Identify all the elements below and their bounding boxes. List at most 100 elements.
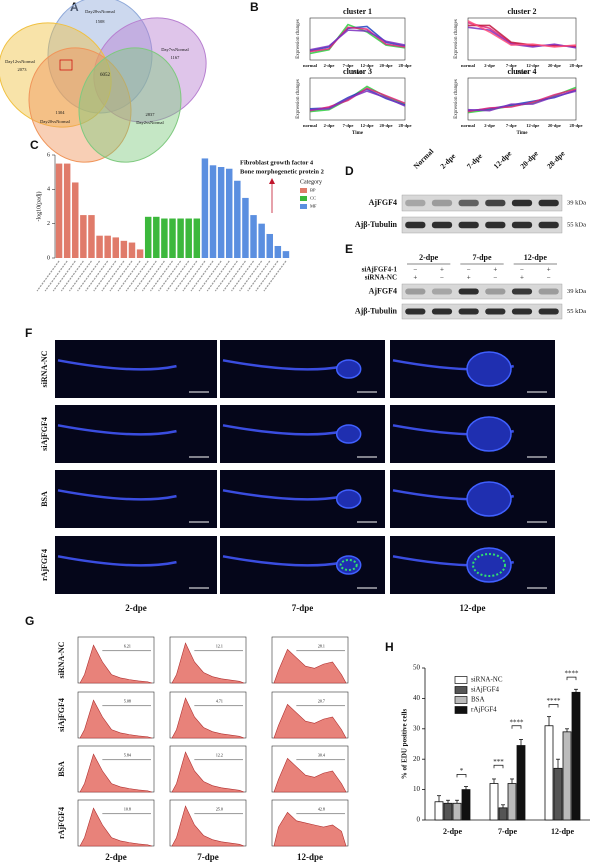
- category-label-glyph: [206, 260, 230, 292]
- bar: [225, 168, 233, 258]
- row-label: siRNA-NC: [57, 641, 66, 678]
- x-axis-label: Time: [516, 131, 528, 136]
- x-tick-label: normal: [303, 63, 318, 68]
- marker-label: 39 kDa: [567, 199, 586, 206]
- expression-line: [467, 20, 577, 48]
- significance-bracket: [493, 764, 504, 769]
- x-tick-label: 20-dpe: [379, 63, 392, 68]
- column-label: 12-dpe: [459, 603, 485, 613]
- group-label: 2-dpe: [419, 253, 439, 262]
- venn-set-name: Day12vsNormal: [5, 59, 35, 64]
- legend-swatch: [454, 706, 468, 714]
- blot-band: [458, 308, 479, 315]
- expression-line: [309, 29, 406, 51]
- category-label-glyph: [247, 260, 271, 292]
- x-tick-label: 2-dpe: [443, 827, 463, 836]
- legend-label: BP: [310, 188, 316, 193]
- category-label-glyph: [101, 260, 125, 292]
- x-tick-label: 7-dpe: [506, 123, 517, 128]
- lane-label: 2-dpe: [438, 151, 458, 171]
- row-label: siAjFGF4: [40, 417, 49, 451]
- gate-value: 42.8: [318, 807, 325, 812]
- significance-label: ***: [493, 758, 504, 766]
- histogram: [273, 811, 347, 847]
- category-label-glyph: [198, 260, 222, 292]
- bar: [55, 163, 63, 258]
- y-axis-label: Expression changes: [454, 19, 459, 59]
- legend-label: MF: [310, 204, 317, 209]
- blot-band: [431, 199, 453, 207]
- x-tick-label: 7-dpe: [506, 63, 517, 68]
- category-label-glyph: [231, 260, 255, 292]
- category-label-glyph: [125, 260, 149, 292]
- cluster-title: cluster 4: [508, 67, 537, 76]
- column-label: 7-dpe: [292, 603, 314, 613]
- category-label-glyph: [158, 260, 182, 292]
- y-tick-label: 30: [413, 724, 421, 732]
- treatment-sign: +: [467, 274, 471, 282]
- x-tick-label: 2-dpe: [484, 123, 495, 128]
- bar: [63, 163, 71, 258]
- x-tick-label: 12-dpe: [526, 63, 539, 68]
- legend-title: Category: [300, 179, 322, 185]
- category-label-glyph: [36, 260, 60, 292]
- bar: [443, 802, 453, 821]
- bar: [72, 182, 79, 258]
- treatment-sign: +: [493, 266, 497, 274]
- expression-line: [467, 90, 577, 112]
- tissue: [57, 359, 177, 371]
- significance-bracket: [511, 725, 522, 729]
- category-label-glyph: [68, 260, 92, 292]
- plot-frame: [309, 17, 406, 61]
- bar: [201, 158, 209, 258]
- treatment-sign: +: [547, 266, 551, 274]
- category-label-glyph: [190, 260, 214, 292]
- histogram: [273, 757, 347, 793]
- y-axis-label: -log10(padj): [35, 192, 42, 222]
- plot-frame: [309, 77, 406, 121]
- row-label: BSA: [40, 491, 49, 507]
- blot-band: [485, 199, 506, 207]
- y-tick-label: 0: [417, 816, 421, 824]
- gate-value: 10.8: [124, 807, 131, 812]
- cluster-title: cluster 2: [508, 7, 537, 16]
- annotation: Fibroblast growth factor 4: [240, 159, 314, 166]
- x-tick-label: 20-dpe: [548, 123, 561, 128]
- blot-band: [538, 221, 559, 229]
- bar: [461, 789, 471, 821]
- bar: [452, 802, 462, 821]
- blot-band: [511, 221, 533, 229]
- significance-label: ****: [547, 697, 562, 705]
- legend-swatch: [300, 204, 307, 209]
- row-label: rAjFGF4: [57, 807, 66, 839]
- panel-label: B: [250, 0, 259, 14]
- row-label: BSA: [57, 761, 66, 777]
- category-label-glyph: [133, 260, 157, 292]
- x-axis-label: Time: [352, 131, 364, 136]
- tissue: [57, 489, 177, 501]
- blot-strip: [401, 283, 563, 300]
- treatment-sign: −: [467, 266, 471, 274]
- legend-label: siAjFGF4: [471, 686, 500, 694]
- y-tick-label: 0: [47, 255, 50, 261]
- histogram: [273, 703, 347, 739]
- category-label-glyph: [255, 260, 279, 292]
- gate-value: 28.1: [318, 644, 325, 649]
- x-tick-label: 12-dpe: [526, 123, 539, 128]
- gate-value: 4.71: [216, 699, 223, 704]
- panel-label: C: [30, 138, 39, 152]
- legend-label: rAjFGF4: [471, 706, 497, 714]
- bar: [516, 745, 526, 821]
- category-label-glyph: [77, 260, 101, 292]
- blot-band: [485, 288, 506, 295]
- treatment-sign: −: [547, 274, 551, 282]
- x-tick-label: 28-dpe: [398, 123, 411, 128]
- blot-strip: [401, 303, 563, 320]
- lane-label: 12-dpe: [492, 148, 514, 170]
- x-axis-label: Time: [352, 71, 364, 76]
- gate-value: 5.84: [124, 753, 131, 758]
- row-label: siAjFGF4: [57, 698, 66, 732]
- blastema: [466, 351, 512, 387]
- blot-band: [431, 221, 453, 229]
- row-label: rAjFGF4: [40, 549, 49, 581]
